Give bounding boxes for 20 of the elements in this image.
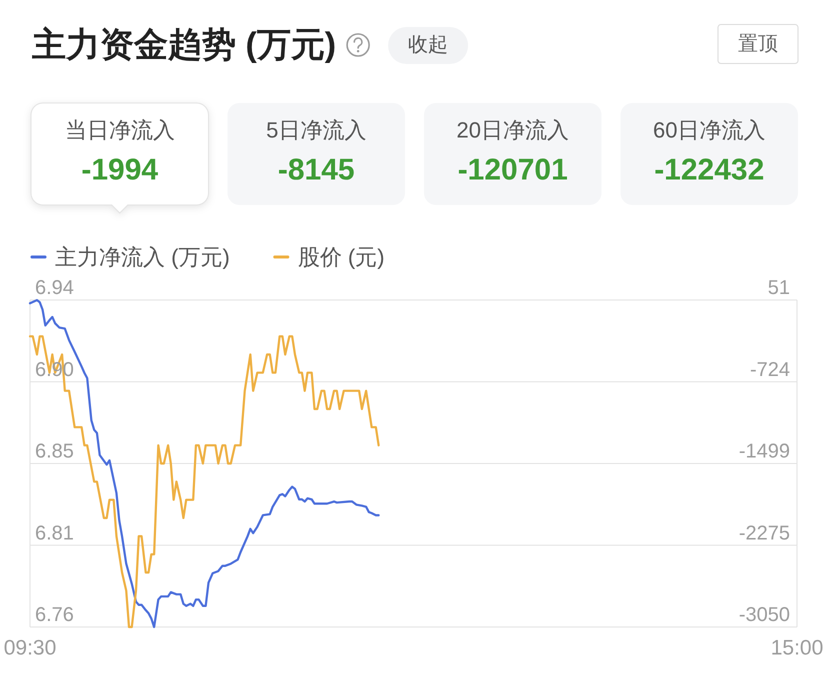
legend-label: 主力净流入 (万元) xyxy=(55,244,230,270)
x-tick-label: 15:00 xyxy=(770,636,824,660)
y2-tick-label: -2275 xyxy=(738,522,790,544)
y-tick-label: 6.81 xyxy=(35,522,74,544)
card: 60日净流入 -122432 xyxy=(620,103,798,205)
legend-label: 股价 (元) xyxy=(298,244,385,270)
card: 当日净流入 -1994 xyxy=(30,102,209,214)
x-tick-label: 09:30 xyxy=(4,636,56,660)
button: 收起 xyxy=(388,27,468,64)
y2-tick-label: 51 xyxy=(768,277,790,299)
button: 置顶 xyxy=(718,24,798,64)
y2-tick-label: -1499 xyxy=(738,440,790,462)
card: 5日净流入 -8145 xyxy=(228,103,405,205)
y2-tick-label: -724 xyxy=(750,358,790,381)
y-tick-label: 6.94 xyxy=(35,277,74,299)
y-tick-label: 6.76 xyxy=(35,604,74,626)
y2-tick-label: -3050 xyxy=(738,604,790,626)
y-tick-label: 6.85 xyxy=(35,440,74,462)
text: 主力资金趋势 (万元) xyxy=(31,26,336,64)
card: 20日净流入 -120701 xyxy=(424,103,602,205)
